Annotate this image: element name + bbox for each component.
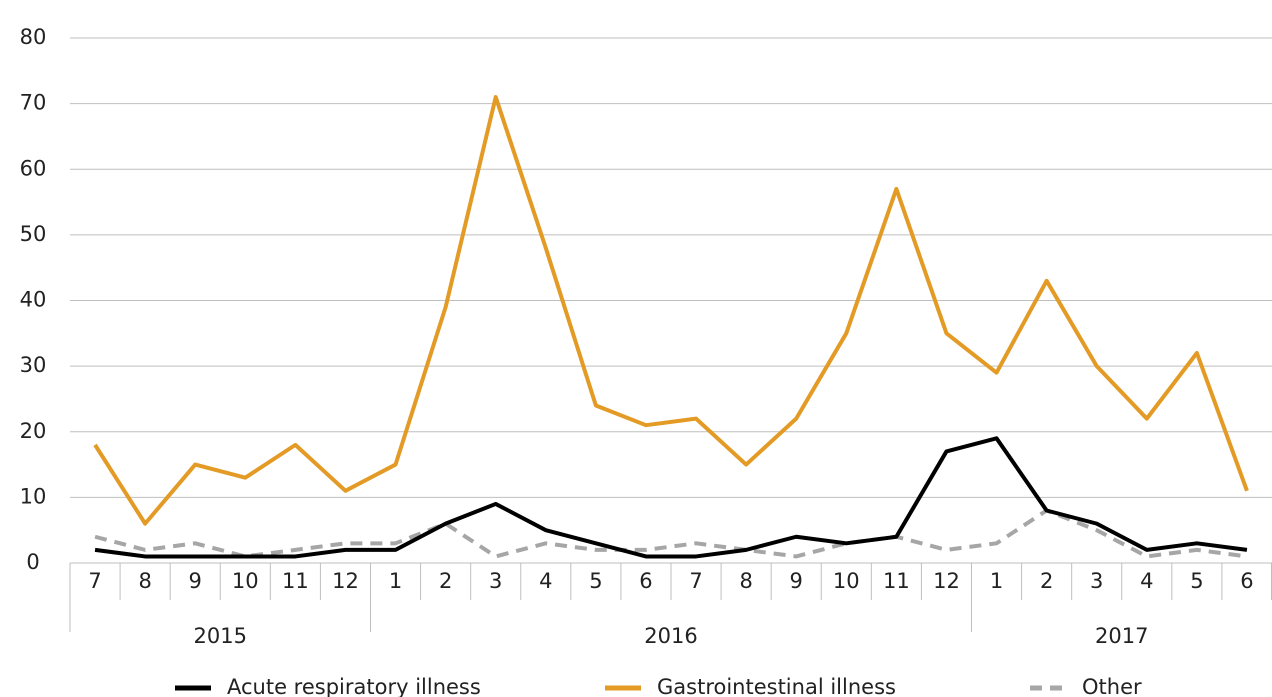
x-tick-label: 10 <box>232 569 259 593</box>
x-group-label: 2016 <box>644 624 697 648</box>
y-tick-label: 40 <box>20 288 47 312</box>
x-tick-label: 9 <box>189 569 202 593</box>
x-group-label: 2015 <box>194 624 247 648</box>
x-tick-label: 5 <box>589 569 602 593</box>
series-line <box>93 95 1249 526</box>
x-tick-label: 12 <box>332 569 359 593</box>
x-tick-label: 5 <box>1190 569 1203 593</box>
y-tick-label: 0 <box>26 550 39 574</box>
series-line <box>94 436 1248 559</box>
x-tick-label: 2 <box>439 569 452 593</box>
x-tick-label: 3 <box>489 569 502 593</box>
x-tick-label: 10 <box>833 569 860 593</box>
x-tick-label: 11 <box>282 569 309 593</box>
x-tick-label: 4 <box>1140 569 1153 593</box>
x-tick-label: 1 <box>990 569 1003 593</box>
x-tick-label: 9 <box>790 569 803 593</box>
x-tick-label: 7 <box>88 569 101 593</box>
y-tick-label: 80 <box>20 25 47 49</box>
x-tick-label: 2 <box>1040 569 1053 593</box>
legend-label: Gastrointestinal illness <box>657 675 896 697</box>
x-tick-label: 6 <box>1240 569 1253 593</box>
legend-label: Acute respiratory illness <box>227 675 481 697</box>
y-tick-label: 10 <box>20 484 47 508</box>
x-tick-label: 6 <box>639 569 652 593</box>
y-tick-label: 30 <box>20 353 47 377</box>
x-tick-label: 4 <box>539 569 552 593</box>
x-tick-label: 11 <box>883 569 910 593</box>
x-group-label: 2017 <box>1095 624 1148 648</box>
legend-label: Other <box>1082 675 1142 697</box>
x-tick-label: 1 <box>389 569 402 593</box>
x-tick-label: 8 <box>739 569 752 593</box>
y-tick-label: 70 <box>20 91 47 115</box>
y-tick-label: 60 <box>20 156 47 180</box>
y-tick-label: 20 <box>20 419 47 443</box>
x-tick-label: 3 <box>1090 569 1103 593</box>
x-tick-label: 7 <box>689 569 702 593</box>
x-tick-label: 12 <box>933 569 960 593</box>
x-tick-label: 8 <box>138 569 151 593</box>
y-tick-label: 50 <box>20 222 47 246</box>
